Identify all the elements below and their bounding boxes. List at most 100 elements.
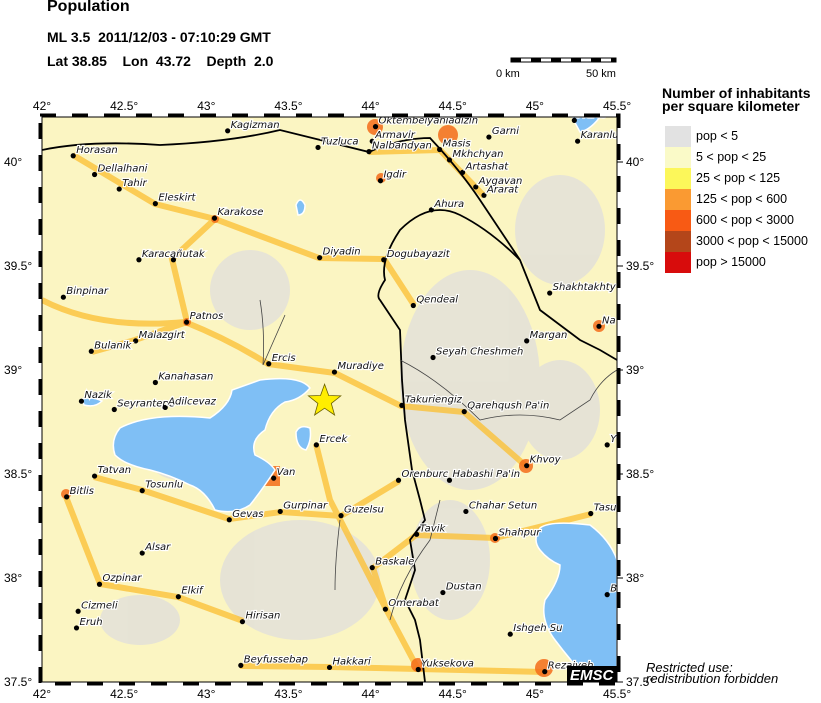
city-label: Nalbandyan	[372, 141, 432, 152]
city-marker: Beyfussebap	[238, 653, 309, 668]
city-dot-icon	[463, 508, 469, 515]
city-dot-icon	[226, 517, 232, 523]
city-dot-icon	[428, 207, 434, 213]
city-marker: Karakose	[211, 206, 264, 221]
lon-tick-label: 42°	[33, 687, 51, 701]
city-marker: Artashat	[460, 160, 510, 175]
city-marker: Dustan	[440, 580, 483, 596]
epicenter-star-icon[interactable]	[307, 383, 342, 416]
city-marker: Ararat	[481, 183, 520, 198]
city-marker: Aygavan	[473, 175, 523, 190]
lon-tick-label: 44.5°	[439, 687, 467, 701]
lake-nazik	[81, 397, 104, 407]
city-dot-icon	[604, 592, 610, 598]
city-label: Ozpinar	[103, 573, 143, 584]
city-marker: Y	[604, 433, 617, 448]
lon-tick-label: 43°	[197, 99, 215, 113]
city-dot-icon	[507, 631, 513, 637]
city-marker: Eruh	[73, 616, 104, 631]
city-label: Tavik	[420, 523, 447, 534]
city-marker: Patnos	[183, 310, 224, 325]
city-label: Oktembeiyaniadizin	[379, 116, 479, 127]
city-marker: Karacañutak	[136, 248, 207, 263]
city-label: Qarehqush Pa'in	[467, 401, 549, 412]
city-dot-icon	[96, 581, 103, 587]
city-label: Elkif	[181, 586, 204, 597]
city-marker: Margan	[524, 329, 568, 344]
city-label: Masis	[443, 139, 471, 150]
city-marker: Garni	[486, 125, 520, 140]
city-marker: Orenburc	[395, 468, 450, 483]
city-dot-icon	[315, 144, 321, 151]
city-label: Seyrantepe	[117, 399, 175, 410]
city-marker: Takuriengiz	[399, 393, 464, 408]
city-marker: Khvoy	[524, 454, 563, 469]
city-dot-icon	[473, 184, 479, 190]
city-dot-icon	[377, 178, 384, 184]
legend-title-line2: per square kilometer	[662, 98, 800, 114]
city-marker: Oktembeiyaniadizin	[372, 116, 479, 130]
city-dot-icon	[430, 354, 436, 361]
city-dot-icon	[73, 625, 80, 631]
city-label: Bulanik	[94, 340, 132, 351]
legend-item: 125 < pop < 600	[662, 189, 811, 210]
city-marker: Bitlis	[64, 485, 95, 500]
city-label: Tosunlu	[145, 480, 183, 491]
lon-tick-label: 45.5°	[603, 99, 631, 113]
city-label: Armavir	[374, 130, 416, 141]
city-marker: Hakkari	[326, 655, 372, 671]
legend-label: pop > 15000	[696, 255, 766, 269]
city-marker: Kagizman	[225, 119, 281, 134]
city-label: Guzelsu	[344, 505, 384, 516]
city-marker: Ozpinar	[96, 572, 143, 587]
city-label: Horasan	[76, 145, 118, 156]
city-label: Chahar Setun	[469, 500, 537, 511]
lon-tick-label: 43.5°	[274, 687, 302, 701]
city-marker: Tuzluca	[315, 135, 360, 151]
country-borders	[42, 129, 617, 682]
city-dot-icon	[326, 664, 333, 671]
city-label: Baskale	[375, 557, 414, 568]
lon-tick-label: 45°	[526, 687, 544, 701]
city-marker: Adilcevaz	[162, 395, 218, 411]
city-label: Habashi Pa'in	[452, 469, 520, 480]
city-marker: Qarehqush Pa'in	[461, 400, 550, 415]
legend-label: pop < 5	[696, 129, 739, 143]
city-dot-icon	[271, 475, 277, 481]
city-label: Tasu	[594, 503, 617, 514]
lat-tick-label: 38°	[626, 571, 644, 585]
city-marker: Armavir	[369, 129, 417, 144]
city-dot-icon	[266, 361, 272, 367]
city-dot-icon	[486, 134, 492, 140]
city-label: Ercek	[319, 434, 348, 445]
city-marker: Diyadin	[317, 246, 362, 261]
event-magnitude-time: ML 3.5 2011/12/03 - 07:10:29 GMT	[47, 29, 271, 45]
city-marker: Guzelsu	[338, 503, 385, 519]
star-icon[interactable]	[307, 383, 342, 416]
city-label: Eleskirt	[158, 193, 196, 204]
city-dot-icon	[64, 494, 70, 500]
city-label: Orenburc	[402, 469, 449, 480]
city-dot-icon	[461, 409, 467, 415]
lat-tick-label: 40°	[4, 155, 22, 169]
city-marker: Seyah Cheshmeh	[430, 345, 524, 361]
city-marker: Shakhtakhty	[547, 281, 617, 296]
city-label: Qendeal	[416, 295, 458, 306]
lon-tick-label: 42.5°	[110, 99, 138, 113]
city-label: Gevas	[232, 509, 263, 520]
city-dot-icon	[78, 398, 85, 404]
city-label: Shakhtakhty	[553, 282, 617, 293]
lat-tick-label: 39°	[4, 363, 22, 377]
lake-north	[295, 199, 306, 216]
city-marker: Chahar Setun	[463, 499, 538, 515]
axis-ticks: 42° 42° 42.5° 42.5° 43° 43° 43.5° 43.5° 44° 44° 44…	[4, 99, 654, 701]
city-marker: Gurpinar	[277, 499, 329, 515]
city-dot-icon	[381, 257, 387, 263]
city-label: Binpinar	[66, 286, 109, 297]
city-marker: Kanahasan	[152, 370, 214, 386]
city-marker: Binpinar	[60, 285, 110, 300]
restricted-line2: redistribution forbidden	[646, 671, 779, 686]
city-dot-icon	[239, 619, 246, 625]
city-dot-icon	[70, 153, 76, 159]
city-dot-icon	[338, 513, 344, 519]
